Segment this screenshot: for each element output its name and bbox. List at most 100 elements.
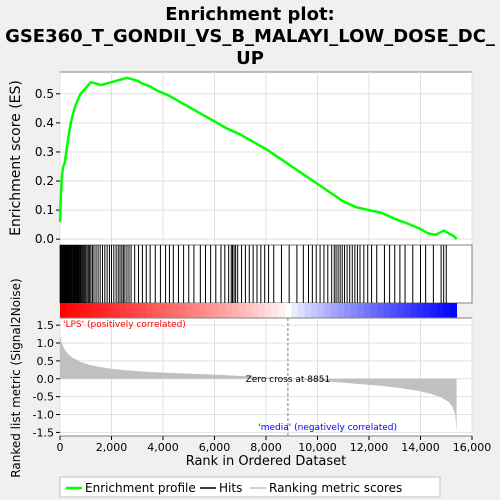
colorbar-segment [271,303,279,318]
hits-marks [59,245,447,303]
metric-y-tick-label: 1.0 [37,337,55,350]
colorbar-segment [159,303,167,318]
colorbar-segment [397,303,405,318]
legend-ranking-metric-label: Ranking metric scores [269,481,402,495]
colorbar-segment [278,303,286,318]
colorbar-segment [304,303,312,318]
x-tick-label: 12,000 [350,441,389,454]
es-y-tick-label: 0.3 [35,145,54,159]
chart-title-line-1: Enrichment plot: [165,4,335,25]
colorbar-segment [258,303,266,318]
ranking-colorbar [60,303,458,318]
legend: Enrichment profile Hits Ranking metric s… [59,476,441,498]
colorbar-segment [79,303,87,318]
colorbar-segment [231,303,239,318]
positive-correlation-label: 'LPS' (positively correlated) [63,320,186,330]
colorbar-segment [238,303,246,318]
colorbar-segment [192,303,200,318]
colorbar-segment [106,303,114,318]
metric-y-tick-label: -1.0 [33,409,54,422]
colorbar-segment [119,303,127,318]
metric-y-tick-label: 0.5 [37,355,55,368]
x-axis-ticks: 0 2,000 4,000 6,000 8,000 10,000 12,000 14,000 1… [57,436,492,454]
x-tick-label: 4,000 [147,441,179,454]
colorbar-segment [66,303,74,318]
metric-y-tick-label: 0.0 [37,373,55,386]
metric-y-tick-label: 1.5 [37,319,55,332]
colorbar-segment [178,303,187,318]
colorbar-segment [311,303,319,318]
es-y-tick-label: 0.1 [35,203,54,217]
x-tick-label: 16,000 [453,441,492,454]
colorbar-segment [99,303,107,318]
colorbar-segment [225,303,233,318]
chart-title: Enrichment plot: GSE360_T_GONDII_VS_B_MA… [5,4,495,69]
colorbar-segment [251,303,259,318]
colorbar-segment [317,303,325,318]
x-tick-label: 14,000 [401,441,440,454]
colorbar-segment [370,303,378,318]
colorbar-segment [284,303,292,318]
enrichment-profile-line [58,76,458,241]
colorbar-segment [126,303,134,318]
colorbar-segment [337,303,345,318]
es-y-tick-label: 0.2 [35,174,54,188]
colorbar-segment [436,303,444,318]
zero-cross-label: Zero cross at 8851 [246,375,331,385]
colorbar-segment [185,303,193,318]
colorbar-segment [145,303,154,318]
colorbar-segment [264,303,272,318]
colorbar-segment [383,303,391,318]
colorbar-segment [390,303,398,318]
es-y-axis-label: Enrichment score (ES) [8,80,24,236]
colorbar-segment [403,303,411,318]
colorbar-segment [198,303,206,318]
metric-y-tick-label: -0.5 [33,391,54,404]
colorbar-segment [86,303,94,318]
colorbar-segment [112,303,120,318]
ranking-metric-area [60,334,457,433]
colorbar-segment [410,303,418,318]
colorbar-segment [324,303,332,318]
colorbar-segment [416,303,425,318]
es-y-tick-label: 0.4 [35,116,54,130]
colorbar-segment [357,303,365,318]
x-tick-label: 0 [57,441,64,454]
colorbar-segment [430,303,438,318]
colorbar-segment [364,303,372,318]
colorbar-segment [423,303,431,318]
colorbar-segment [60,303,68,318]
chart-title-line-3: UP [236,48,264,69]
colorbar-segment [172,303,180,318]
colorbar-segment [73,303,81,318]
colorbar-segment [93,303,101,318]
x-tick-label: 10,000 [298,441,337,454]
x-tick-label: 8,000 [250,441,282,454]
colorbar-segment [165,303,173,318]
es-y-tick-label: 0.0 [35,232,54,246]
colorbar-segment [205,303,213,318]
x-axis-label: Rank in Ordered Dataset [186,454,347,469]
colorbar-segment [132,303,140,318]
metric-y-axis-label: Ranked list metric (Signal2Noise) [9,278,23,477]
es-panel-y-ticks: 0.0 0.1 0.2 0.3 0.4 0.5 [35,87,60,246]
es-y-tick-label: 0.5 [35,87,54,101]
x-tick-label: 2,000 [96,441,128,454]
chart-title-line-2: GSE360_T_GONDII_VS_B_MALAYI_LOW_DOSE_DC_ [5,26,495,47]
metric-y-tick-label: -1.5 [33,426,54,439]
colorbar-segment [377,303,385,318]
legend-hits-label: Hits [219,481,242,495]
legend-enrichment-profile-label: Enrichment profile [85,481,196,495]
colorbar-segment [291,303,299,318]
legend-frame [59,476,441,498]
metric-panel-y-ticks: -1.5 -1.0 -0.5 0.0 0.5 1.0 1.5 [33,319,60,439]
colorbar-segment [443,303,451,318]
colorbar-segment [139,303,147,318]
colorbar-segment [152,303,160,318]
colorbar-segment [297,303,306,318]
negative-correlation-label: 'media' (negatively correlated) [258,423,397,433]
colorbar-segment [350,303,358,318]
colorbar-segment [245,303,253,318]
